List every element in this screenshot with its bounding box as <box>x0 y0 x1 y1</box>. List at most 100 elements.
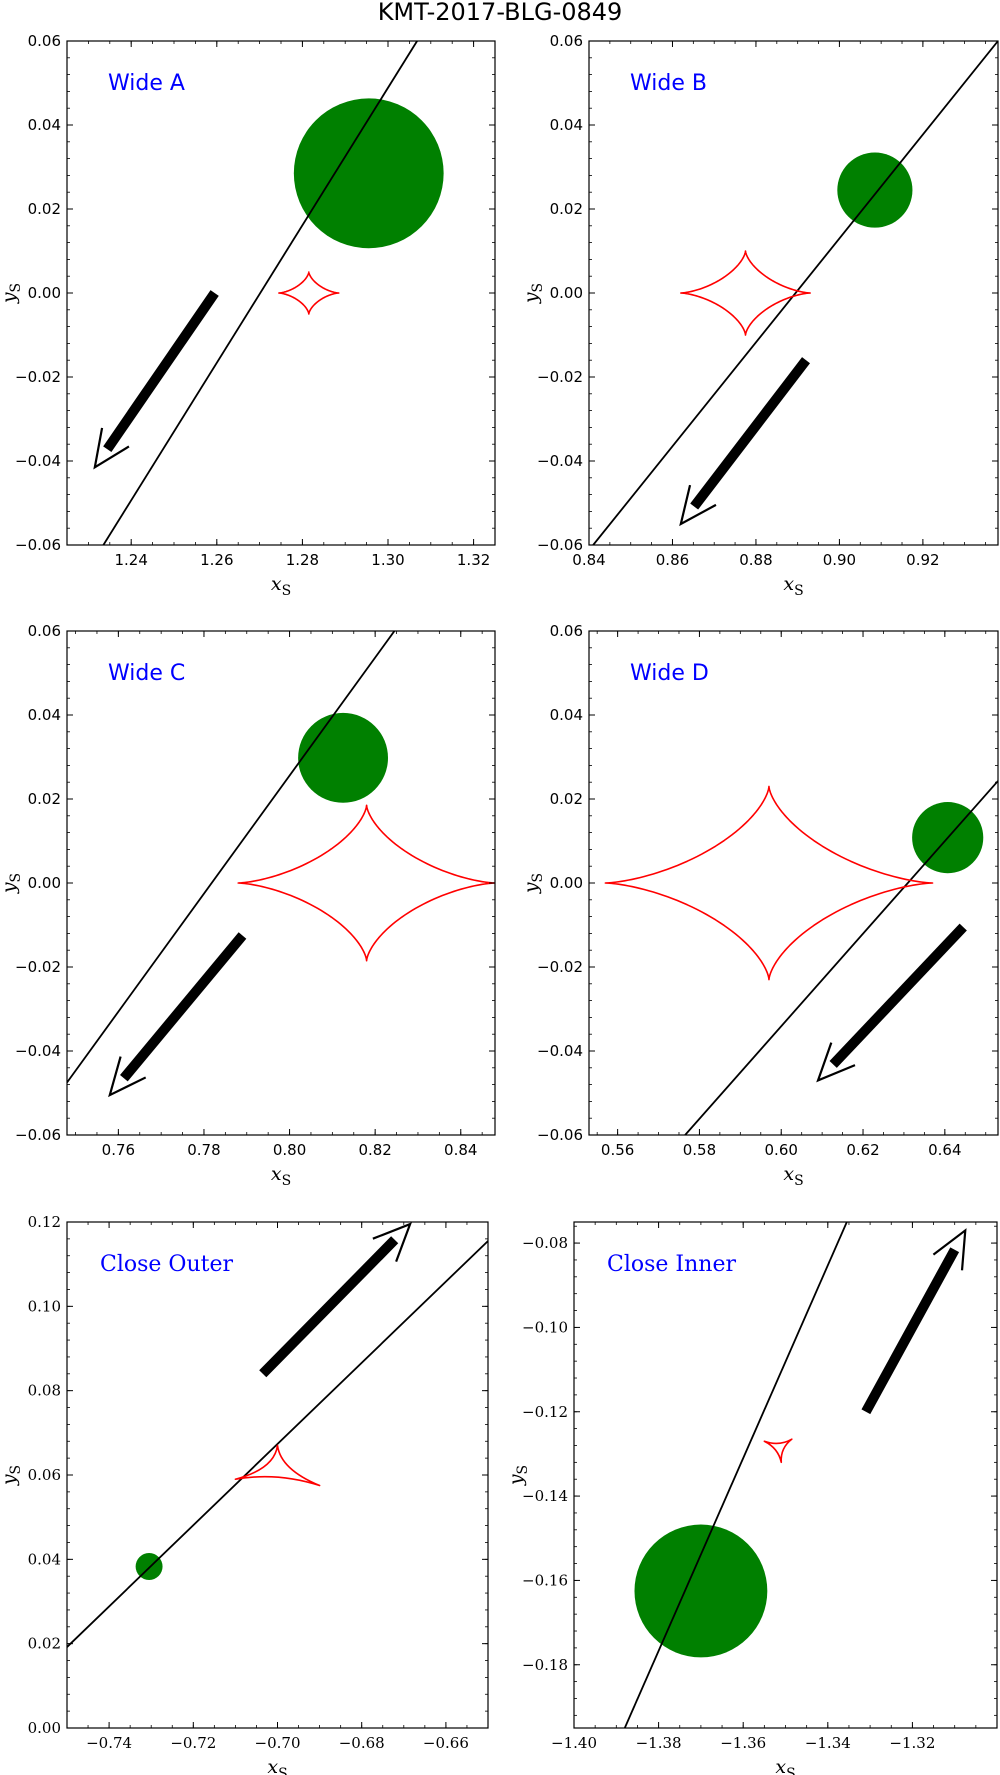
plot-area <box>67 631 495 1098</box>
y-tick-label: 0.04 <box>550 116 583 134</box>
source-disk <box>837 152 913 228</box>
panel-wide-c: 0.76 0.78 0.80 0.82 0.84 −0.06 −0.04 −0.02 0.00 0… <box>0 622 496 1189</box>
panel-wide-b: 0.84 0.86 0.88 0.90 0.92 −0.06 −0.04 −0.02 0.00 0… <box>520 32 999 599</box>
panel-label: Wide D <box>630 661 709 686</box>
y-tick-label: −0.16 <box>522 1571 568 1589</box>
plot-area <box>67 1222 488 1648</box>
source-trajectory-line <box>67 1240 488 1648</box>
y-tick-label: −0.14 <box>522 1487 568 1505</box>
panel-wide-a: 1.24 1.26 1.28 1.30 1.32 −0.06 −0.04 −0.02 0.00 0… <box>0 32 496 599</box>
x-axis-label: xS <box>783 573 803 599</box>
y-tick-label: −0.18 <box>522 1656 568 1674</box>
x-tick-label: −0.74 <box>86 1734 132 1752</box>
x-tick-label: 0.84 <box>444 1141 477 1159</box>
x-tick-label: 1.30 <box>371 551 404 569</box>
direction-arrow-shaft <box>103 290 219 453</box>
x-tick-label: −1.40 <box>551 1734 597 1752</box>
y-tick-label: −0.12 <box>522 1403 568 1421</box>
caustic-curve <box>680 250 811 336</box>
direction-arrow <box>861 1228 967 1415</box>
direction-arrow <box>816 923 967 1083</box>
y-tick-label: −0.06 <box>537 536 583 554</box>
caustic-curve <box>234 1444 321 1487</box>
y-tick-label: 0.06 <box>550 32 583 50</box>
y-tick-label: −0.08 <box>522 1234 568 1252</box>
y-tick-label: −0.02 <box>537 368 583 386</box>
source-disk <box>298 712 388 803</box>
x-tick-label: 0.58 <box>683 1141 716 1159</box>
source-disk <box>293 98 444 249</box>
direction-arrow-head <box>932 1228 967 1271</box>
y-tick-label: −0.04 <box>537 1042 583 1060</box>
y-axis-label: yS <box>520 873 546 894</box>
x-axis-label: xS <box>271 1163 291 1189</box>
x-axis-label: xS <box>775 1756 795 1775</box>
panel-close-outer: −0.74 −0.72 −0.70 −0.68 −0.66 0.00 0.02 0.04 0.0… <box>0 1213 489 1775</box>
y-tick-label: 0.00 <box>550 284 583 302</box>
y-tick-label: 0.00 <box>28 1719 61 1737</box>
direction-arrow-shaft <box>861 1247 960 1415</box>
x-tick-label: −0.66 <box>423 1734 469 1752</box>
source-disk <box>634 1524 768 1658</box>
y-tick-label: 0.06 <box>28 32 61 50</box>
direction-arrow-shaft <box>829 923 967 1068</box>
y-tick-label: 0.04 <box>550 706 583 724</box>
x-tick-label: 0.84 <box>572 551 605 569</box>
y-tick-label: −0.06 <box>15 1126 61 1144</box>
x-tick-label: 0.76 <box>102 1141 135 1159</box>
x-tick-label: −0.72 <box>170 1734 216 1752</box>
x-tick-label: 0.80 <box>273 1141 306 1159</box>
axes-frame <box>66 1221 489 1729</box>
y-axis-label: yS <box>0 283 24 304</box>
y-tick-label: 0.04 <box>28 116 61 134</box>
direction-arrow-shaft <box>259 1236 399 1378</box>
y-tick-label: −0.02 <box>537 958 583 976</box>
y-tick-label: 0.00 <box>550 874 583 892</box>
y-tick-label: 0.06 <box>28 622 61 640</box>
y-tick-label: 0.10 <box>28 1297 61 1315</box>
x-tick-label: 0.56 <box>601 1141 634 1159</box>
direction-arrow-head <box>679 484 717 527</box>
plot-area <box>93 41 444 545</box>
panel-label: Close Inner <box>607 1252 736 1277</box>
x-tick-label: −1.32 <box>889 1734 935 1752</box>
panels-container: 1.24 1.26 1.28 1.30 1.32−0.06−0.04−0.020.000… <box>0 32 999 1775</box>
y-tick-label: 0.12 <box>28 1213 61 1231</box>
y-tick-label: −0.04 <box>15 1042 61 1060</box>
source-trajectory-line <box>623 1222 848 1728</box>
x-tick-label: −1.34 <box>805 1734 851 1752</box>
y-tick-label: 0.02 <box>28 1635 61 1653</box>
axes-frame <box>588 630 999 1136</box>
y-tick-label: 0.00 <box>28 284 61 302</box>
y-tick-label: 0.02 <box>28 790 61 808</box>
y-tick-label: 0.02 <box>550 200 583 218</box>
x-tick-label: 1.28 <box>286 551 319 569</box>
y-tick-label: 0.00 <box>28 874 61 892</box>
direction-arrow-head <box>816 1042 856 1083</box>
y-tick-label: −0.04 <box>15 452 61 470</box>
x-tick-label: −1.38 <box>636 1734 682 1752</box>
direction-arrow-shaft <box>120 932 247 1082</box>
x-tick-label: 0.64 <box>928 1141 961 1159</box>
y-tick-label: −0.06 <box>537 1126 583 1144</box>
plot-area <box>592 41 998 545</box>
source-trajectory-line <box>684 780 998 1135</box>
panel-close-inner: −1.40 −1.38 −1.36 −1.34 −1.32 −0.18 −0.16 −0.14… <box>505 1221 998 1775</box>
x-axis-label: xS <box>267 1756 287 1775</box>
plot-area <box>623 1222 967 1728</box>
figure-title: KMT-2017-BLG-0849 <box>378 0 623 26</box>
y-tick-label: −0.06 <box>15 536 61 554</box>
y-tick-label: 0.06 <box>28 1466 61 1484</box>
direction-arrow-head <box>93 427 130 470</box>
x-tick-label: 0.90 <box>823 551 856 569</box>
panel-label: Wide C <box>108 661 185 686</box>
x-tick-label: 1.26 <box>200 551 233 569</box>
source-trajectory-line <box>592 41 998 545</box>
x-tick-label: 1.24 <box>114 551 147 569</box>
x-tick-label: 0.62 <box>846 1141 879 1159</box>
x-axis-label: xS <box>271 573 291 599</box>
x-tick-label: −1.36 <box>720 1734 766 1752</box>
y-tick-label: 0.02 <box>550 790 583 808</box>
y-tick-label: −0.04 <box>537 452 583 470</box>
